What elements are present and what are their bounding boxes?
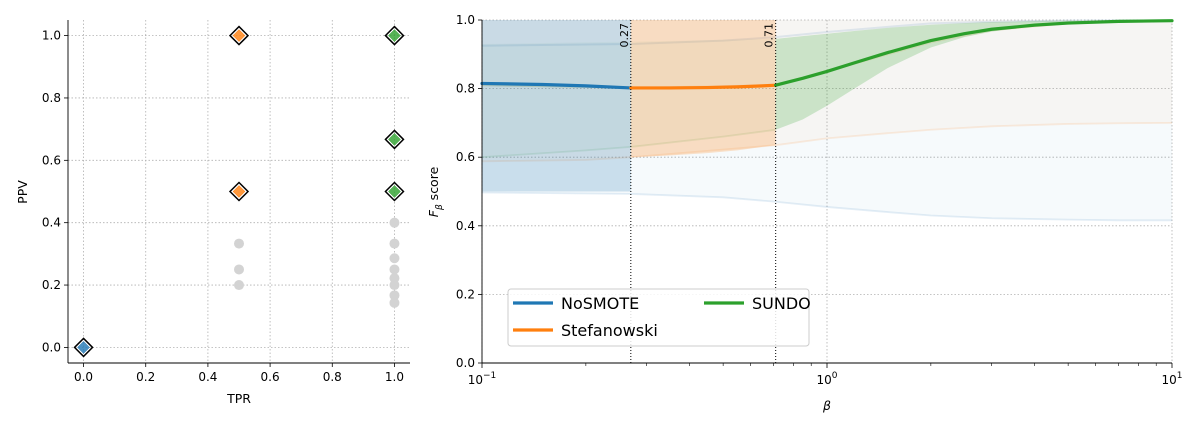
right-x-tick-label: 100 [816, 371, 837, 387]
right-y-tick-label: 1.0 [456, 13, 475, 27]
left-point-marker [232, 29, 246, 42]
right-threshold-label: 0.27 [618, 23, 631, 48]
left-gray-point [389, 273, 400, 284]
left-gray-point [389, 264, 400, 275]
left-point-marker-outline [384, 181, 405, 202]
right-confidence-band [482, 20, 631, 192]
left-x-tick-label: 1.0 [385, 370, 404, 384]
left-x-axis-label: TPR [226, 391, 251, 406]
right-faint-band [482, 20, 1172, 221]
right-y-tick-label: 0.8 [456, 82, 475, 96]
left-point-marker-outline [73, 337, 94, 358]
right-y-axis-label-main: F [426, 209, 441, 217]
left-point-marker-outline [228, 25, 250, 46]
left-x-tick-label: 0.6 [261, 370, 280, 384]
left-point-marker [388, 29, 401, 42]
left-point-marker-outline [384, 129, 405, 150]
legend: NoSMOTE Stefanowski SUNDO [507, 288, 811, 347]
right-y-tick-label: 0.0 [456, 356, 475, 370]
right-y-tick-label: 0.4 [456, 219, 475, 233]
left-y-tick-label: 0.4 [42, 216, 61, 230]
left-series-points [73, 25, 405, 358]
right-threshold-label: 0.71 [763, 23, 776, 48]
left-point-marker [232, 185, 246, 198]
right-axes: 10−1 100 101 0.0 0.2 0.4 0.6 0.8 1.0 [456, 13, 1183, 387]
left-gray-point [389, 238, 400, 249]
left-y-tick-label: 0.6 [42, 153, 61, 167]
left-y-tick-label: 0.2 [42, 278, 61, 292]
left-x-tick-label: 0.0 [74, 370, 93, 384]
right-y-axis-label: Fβ score [426, 166, 445, 217]
left-gray-point [389, 297, 400, 308]
left-point-marker-outline [384, 25, 405, 46]
left-point-marker [77, 341, 90, 354]
left-y-axis-label: PPV [15, 180, 30, 204]
left-gray-point [389, 280, 400, 291]
right-series-lines [480, 19, 1174, 90]
right-y-tick-label: 0.2 [456, 287, 475, 301]
left-x-tick-label: 0.2 [136, 370, 155, 384]
right-faint-bands [481, 19, 1173, 222]
right-faint-band [482, 38, 776, 158]
left-gray-point [389, 290, 400, 301]
right-y-tick-label: 0.6 [456, 150, 475, 164]
left-gray-point [389, 217, 400, 228]
left-gray-points [234, 217, 400, 308]
left-point-marker-outline [228, 181, 250, 202]
left-gray-point [234, 238, 244, 249]
tpr-ppv-scatter-panel: 0.0 0.2 0.4 0.6 0.8 1.0 0.0 0.2 0.4 0.6 0.8 1.0 TPR… [15, 20, 410, 406]
left-x-tick-label: 0.8 [323, 370, 342, 384]
right-mean-line [774, 19, 1174, 87]
right-faint-lower-line [481, 122, 1173, 163]
left-gray-point [234, 280, 244, 291]
left-grid [68, 20, 410, 363]
right-mean-line [480, 81, 633, 90]
left-gray-point [234, 264, 244, 275]
left-gray-point [389, 253, 400, 264]
right-mean-line [629, 83, 778, 90]
right-y-axis-label-sub: β [435, 204, 445, 211]
right-y-axis-label-suffix: score [426, 166, 441, 204]
left-y-tick-label: 1.0 [42, 29, 61, 43]
left-y-tick-label: 0.8 [42, 91, 61, 105]
left-x-tick-label: 0.4 [198, 370, 217, 384]
right-faint-mean-line [481, 19, 1172, 47]
right-x-tick-label: 10−1 [468, 371, 497, 387]
left-point-marker [388, 133, 401, 146]
legend-label: NoSMOTE [561, 294, 639, 313]
left-y-tick-label: 0.0 [42, 340, 61, 354]
right-x-tick-label: 101 [1161, 371, 1182, 387]
right-x-axis-label: β [822, 398, 831, 413]
left-axes: 0.0 0.2 0.4 0.6 0.8 1.0 0.0 0.2 0.4 0.6 0.8 1.0 [42, 20, 410, 384]
right-faint-band [482, 20, 1172, 162]
right-confidence-band [775, 20, 1172, 130]
right-faint-lower-line [481, 191, 1172, 222]
legend-label: Stefanowski [561, 321, 658, 340]
left-point-marker [388, 185, 401, 198]
legend-label: SUNDO [752, 294, 811, 313]
